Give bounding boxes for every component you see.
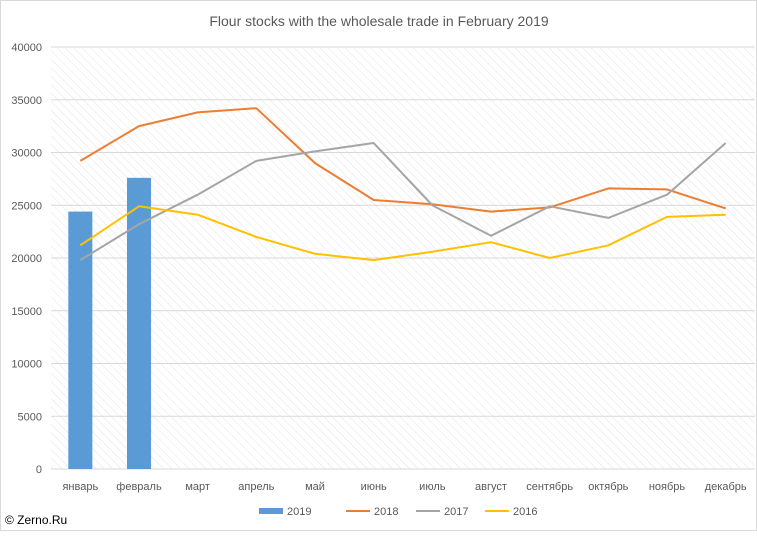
x-tick-label: март: [185, 481, 210, 493]
legend: 2019 2018 2017 2016: [259, 506, 537, 518]
y-tick-label: 0: [36, 464, 42, 476]
x-tick-label: декабрь: [705, 481, 747, 493]
x-tick-label: октябрь: [588, 481, 628, 493]
y-tick-label: 15000: [11, 306, 42, 318]
line-2017: [79, 142, 727, 261]
y-axis-ticks: 0 5000 10000 15000 20000 25000 30000 35000 40000: [11, 42, 42, 476]
y-tick-label: 40000: [11, 42, 42, 54]
y-tick-label: 30000: [11, 148, 42, 160]
source-credit: © Zerno.Ru: [5, 513, 68, 527]
legend-label-2018: 2018: [374, 506, 398, 518]
y-tick-label: 20000: [11, 253, 42, 265]
legend-label-2017: 2017: [444, 506, 468, 518]
x-tick-label: июнь: [361, 481, 387, 493]
y-tick-label: 10000: [11, 359, 42, 371]
legend-label-2019: 2019: [287, 506, 311, 518]
line-series: [79, 107, 727, 262]
x-tick-label: апрель: [238, 481, 274, 493]
x-axis-ticks: январь февраль март апрель май июнь июль август…: [62, 481, 746, 493]
x-tick-label: май: [305, 481, 325, 493]
line-2018: [79, 107, 727, 213]
x-tick-label: август: [475, 481, 507, 493]
y-tick-label: 25000: [11, 200, 42, 212]
bar-series: [68, 177, 152, 469]
grid-lines: [51, 46, 755, 470]
x-tick-label: июль: [419, 481, 446, 493]
legend-label-2016: 2016: [513, 506, 537, 518]
x-tick-label: февраль: [116, 481, 162, 493]
x-tick-label: сентябрь: [526, 481, 573, 493]
legend-swatch-2019: [259, 508, 283, 514]
chart-title: Flour stocks with the wholesale trade in…: [209, 13, 548, 29]
bar-2019: [68, 211, 93, 469]
y-tick-label: 5000: [18, 411, 42, 423]
x-tick-label: ноябрь: [649, 481, 686, 493]
line-2016: [79, 205, 726, 262]
y-tick-label: 35000: [11, 95, 42, 107]
bar-2019: [126, 177, 152, 469]
x-tick-label: январь: [62, 481, 98, 493]
